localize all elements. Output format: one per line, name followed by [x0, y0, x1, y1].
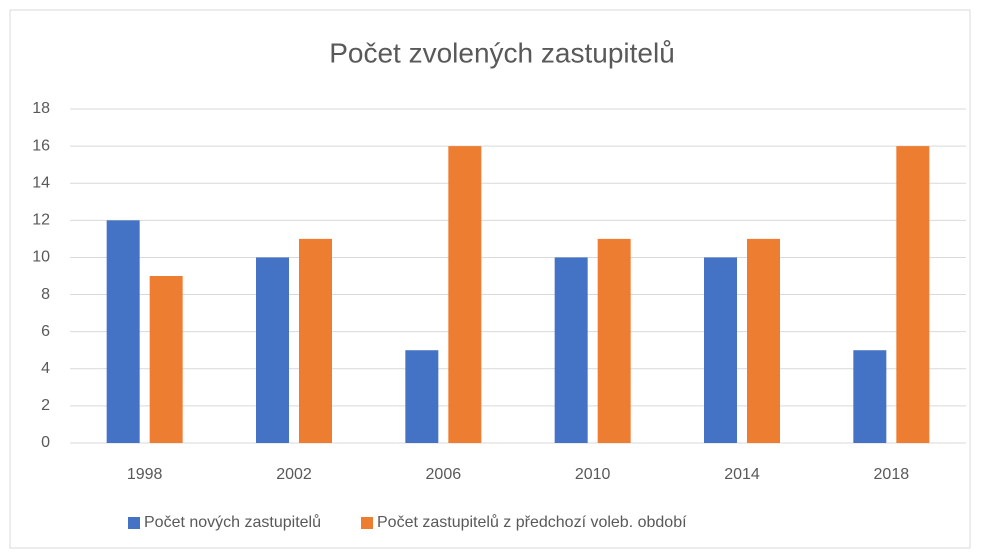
- bar: [554, 257, 588, 443]
- x-tick-label: 2010: [575, 466, 611, 483]
- y-tick-label: 18: [32, 100, 50, 117]
- bar: [597, 238, 631, 443]
- x-tick-label: 1998: [127, 466, 163, 483]
- bar: [405, 350, 439, 443]
- bar: [299, 238, 332, 443]
- legend-label: Počet nových zastupitelů: [144, 513, 321, 531]
- legend-swatch: [128, 517, 140, 529]
- y-tick-label: 8: [41, 286, 50, 303]
- y-tick-label: 14: [32, 174, 50, 191]
- bar: [448, 146, 482, 443]
- legend-label: Počet zastupitelů z předchozí voleb. obd…: [377, 513, 687, 531]
- bar: [149, 276, 183, 443]
- x-tick-label: 2006: [426, 466, 462, 483]
- x-tick-label: 2002: [276, 466, 312, 483]
- chart-title: Počet zvolených zastupitelů: [329, 37, 675, 68]
- y-tick-label: 12: [32, 212, 50, 229]
- bar: [256, 257, 289, 443]
- y-tick-label: 16: [32, 137, 50, 154]
- bar: [704, 257, 737, 443]
- bar: [853, 350, 887, 443]
- y-tick-label: 0: [41, 434, 50, 451]
- y-tick-label: 4: [41, 360, 50, 377]
- y-tick-label: 10: [32, 249, 50, 266]
- bar: [747, 238, 780, 443]
- legend-swatch: [361, 517, 373, 529]
- y-tick-label: 6: [41, 323, 50, 340]
- y-tick-label: 2: [41, 397, 50, 414]
- x-tick-label: 2014: [724, 466, 760, 483]
- x-tick-label: 2018: [874, 466, 910, 483]
- bar: [896, 146, 930, 443]
- bar: [106, 220, 140, 443]
